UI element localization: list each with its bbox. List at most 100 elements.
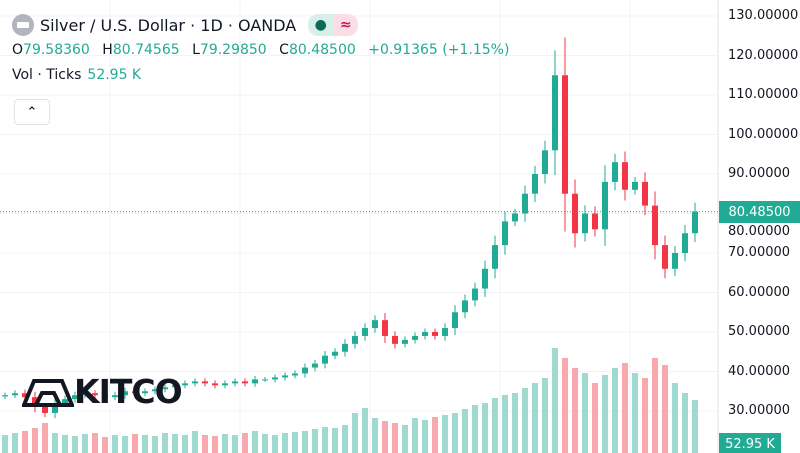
volume-bar	[32, 428, 38, 453]
volume-bar	[472, 405, 478, 453]
candle	[72, 395, 78, 400]
volume-bar	[442, 415, 448, 453]
candle	[292, 373, 298, 376]
volume-bar	[562, 358, 568, 453]
candle	[2, 395, 8, 397]
candle	[542, 150, 548, 174]
candle	[122, 391, 128, 396]
candle	[572, 193, 578, 234]
volume-bar	[652, 358, 658, 453]
volume-bar	[92, 433, 98, 453]
volume-bar	[22, 431, 28, 453]
y-tick-label: 120.00000	[728, 47, 799, 63]
candle	[142, 391, 148, 394]
candle	[612, 162, 618, 182]
candle	[262, 379, 268, 381]
legend: Silver / U.S. Dollar · 1D · OANDA ● ≈ O7…	[12, 12, 517, 83]
volume-bar	[302, 431, 308, 453]
volume-bar	[692, 400, 698, 453]
volume-bar	[662, 365, 668, 453]
ohlc-values: O79.58360 H80.74565 L79.29850 C80.48500 …	[12, 42, 517, 62]
candle	[502, 221, 508, 246]
volume-bar	[152, 436, 158, 453]
candle	[22, 393, 28, 398]
kitco-logo-icon	[22, 378, 74, 407]
candle	[562, 75, 568, 194]
volume-bar	[12, 433, 18, 453]
volume-bar	[582, 373, 588, 453]
candle	[622, 162, 628, 190]
volume-bar	[252, 431, 258, 453]
delayed-data-icon[interactable]: ≈	[333, 14, 359, 36]
candle	[62, 399, 68, 404]
market-open-icon[interactable]: ●	[308, 14, 334, 36]
volume-bar	[162, 433, 168, 453]
candle	[632, 181, 638, 190]
volume-bar	[172, 434, 178, 453]
candle	[392, 335, 398, 344]
candle	[52, 403, 58, 413]
market-status[interactable]: ● ≈	[308, 14, 359, 36]
volume-bar	[492, 398, 498, 453]
y-tick-label: 60.00000	[728, 284, 791, 300]
symbol-title[interactable]: Silver / U.S. Dollar · 1D · OANDA	[40, 15, 297, 35]
candle	[352, 335, 358, 344]
volume-bar	[72, 436, 78, 453]
candle	[172, 385, 178, 388]
volume-bar	[242, 433, 248, 453]
volume-legend: Vol · Ticks 52.95 K	[12, 67, 517, 83]
volume-bar	[2, 435, 8, 453]
candle	[132, 391, 138, 394]
candle	[512, 213, 518, 222]
volume-bar	[362, 408, 368, 453]
volume-bar	[392, 423, 398, 453]
candle	[672, 253, 678, 269]
candle	[552, 75, 558, 151]
volume-bar	[672, 383, 678, 453]
volume-bar	[452, 413, 458, 453]
volume-bar	[322, 427, 328, 453]
volume-bar	[312, 429, 318, 453]
volume-bar	[62, 435, 68, 453]
high-label: H	[102, 42, 113, 58]
volume-bar	[522, 388, 528, 453]
high-value: 80.74565	[112, 42, 180, 58]
candle	[322, 355, 328, 364]
candle	[682, 233, 688, 253]
candle	[642, 181, 648, 206]
volume-bar	[222, 434, 228, 453]
volume-bar	[192, 431, 198, 453]
volume-bar	[612, 368, 618, 453]
candle	[192, 381, 198, 384]
volume-bar	[212, 436, 218, 453]
volume-bar	[412, 418, 418, 453]
candle	[162, 387, 168, 390]
volume-bar	[622, 363, 628, 453]
y-tick-label: 70.00000	[728, 245, 791, 260]
candle	[522, 193, 528, 214]
candle	[152, 389, 158, 392]
candle	[212, 383, 218, 386]
y-tick-label: 110.00000	[728, 87, 799, 102]
volume-value: 52.95 K	[87, 67, 142, 83]
change-value: +0.91365 (+1.15%)	[368, 42, 510, 58]
silver-symbol-icon	[12, 14, 34, 36]
candle	[372, 320, 378, 329]
candle	[662, 245, 668, 269]
candle	[422, 332, 428, 336]
candle	[602, 181, 608, 230]
y-tick-label: 30.00000	[728, 403, 791, 418]
volume-bar	[112, 435, 118, 453]
candle	[442, 328, 448, 336]
volume-bar	[642, 378, 648, 453]
candle	[12, 393, 18, 396]
volume-bar	[552, 348, 558, 453]
volume-bar	[272, 435, 278, 453]
candle	[312, 363, 318, 368]
candle	[242, 381, 248, 384]
volume-bar	[262, 434, 268, 453]
candle	[42, 407, 48, 413]
collapse-legend-button[interactable]: ⌃	[14, 99, 50, 125]
candle	[452, 312, 458, 329]
